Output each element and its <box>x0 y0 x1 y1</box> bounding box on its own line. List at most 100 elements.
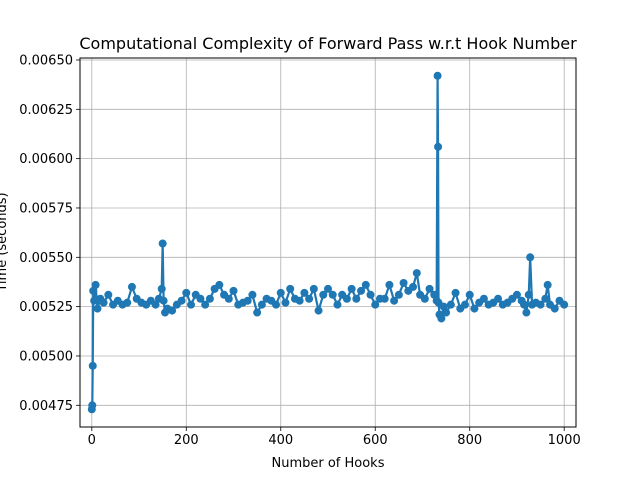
data-point <box>412 269 421 278</box>
data-point <box>394 290 403 299</box>
data-point <box>257 300 266 309</box>
data-point <box>494 294 503 303</box>
data-point <box>196 294 205 303</box>
data-point <box>385 280 394 289</box>
data-point <box>224 294 233 303</box>
data-point <box>272 300 281 309</box>
data-point <box>177 296 186 305</box>
data-point <box>442 308 451 317</box>
chart-title: Computational Complexity of Forward Pass… <box>79 34 577 53</box>
data-point <box>470 304 479 313</box>
grid <box>80 58 576 427</box>
data-point <box>541 294 550 303</box>
data-point <box>305 294 314 303</box>
data-point <box>248 290 257 299</box>
data-point <box>88 361 97 370</box>
x-tick-label: 600 <box>363 433 388 448</box>
data-point <box>420 294 429 303</box>
y-tick-label: 0.00475 <box>19 399 73 414</box>
data-point <box>157 284 166 293</box>
data-point <box>324 284 332 293</box>
x-tick-label: 1000 <box>548 433 581 448</box>
y-tick-label: 0.00575 <box>19 201 73 216</box>
data-point <box>300 288 309 297</box>
data-point <box>465 290 474 299</box>
data-point <box>201 300 210 309</box>
data-point <box>425 284 434 293</box>
data-point <box>520 300 529 309</box>
data-point <box>433 71 442 80</box>
y-tick-label: 0.00600 <box>19 152 73 167</box>
y-tick-label: 0.00550 <box>19 251 73 266</box>
data-point <box>560 300 569 309</box>
data-point <box>451 288 460 297</box>
y-axis-label: Time (seconds) <box>0 192 10 292</box>
data-point <box>104 290 113 299</box>
data-point <box>390 296 399 305</box>
data-point <box>159 296 168 305</box>
data-point <box>99 298 108 307</box>
data-point <box>526 253 535 262</box>
y-tick-label: 0.00650 <box>19 53 73 68</box>
data-point <box>123 298 132 307</box>
data-point <box>158 239 167 248</box>
data-point <box>352 294 361 303</box>
data-point <box>543 280 552 289</box>
data-point <box>319 290 328 299</box>
data-point <box>347 284 356 293</box>
data-point <box>333 300 342 309</box>
data-point <box>295 296 304 305</box>
data-point <box>90 296 99 305</box>
series-forward-pass-time <box>87 71 569 414</box>
data-point <box>522 308 531 317</box>
data-point <box>151 300 160 309</box>
plot-area <box>80 58 576 427</box>
data-point <box>380 294 389 303</box>
data-point <box>276 288 285 297</box>
data-point <box>366 290 375 299</box>
data-point <box>536 300 545 309</box>
plot-frame <box>79 57 577 428</box>
data-point <box>409 282 418 291</box>
x-tick-label: 400 <box>268 433 293 448</box>
x-axis-label: Number of Hooks <box>271 456 384 471</box>
data-point <box>479 294 488 303</box>
x-tick-label: 200 <box>174 433 199 448</box>
data-point <box>187 300 196 309</box>
y-tick-label: 0.00500 <box>19 349 73 364</box>
data-point <box>512 290 521 299</box>
data-point <box>215 280 224 289</box>
axis-ticks: 0 200 400 600 800 1000 0.00475 0.00500 0.00525 0.… <box>19 53 581 448</box>
data-point <box>286 284 295 293</box>
data-point <box>93 304 102 313</box>
data-point <box>182 288 191 297</box>
x-tick-label: 0 <box>88 433 96 448</box>
data-point <box>446 300 455 309</box>
data-point <box>434 142 443 151</box>
x-tick-label: 800 <box>457 433 482 448</box>
data-point <box>253 308 262 317</box>
data-point <box>371 300 380 309</box>
data-point <box>205 294 214 303</box>
data-point <box>460 300 469 309</box>
data-point <box>127 282 136 291</box>
data-point <box>550 304 559 313</box>
data-point <box>168 306 177 315</box>
data-point <box>328 290 337 299</box>
y-tick-label: 0.00625 <box>19 103 73 118</box>
data-point <box>357 286 366 295</box>
data-point <box>91 280 100 289</box>
data-point <box>281 298 290 307</box>
data-point <box>309 284 318 293</box>
data-point <box>524 290 533 299</box>
data-point <box>342 294 351 303</box>
data-point <box>88 401 97 410</box>
y-tick-label: 0.00525 <box>19 300 73 315</box>
data-point <box>314 306 323 315</box>
data-point <box>399 278 408 287</box>
data-point <box>437 314 446 323</box>
data-point <box>243 296 252 305</box>
data-point <box>229 286 238 295</box>
data-point <box>361 280 370 289</box>
